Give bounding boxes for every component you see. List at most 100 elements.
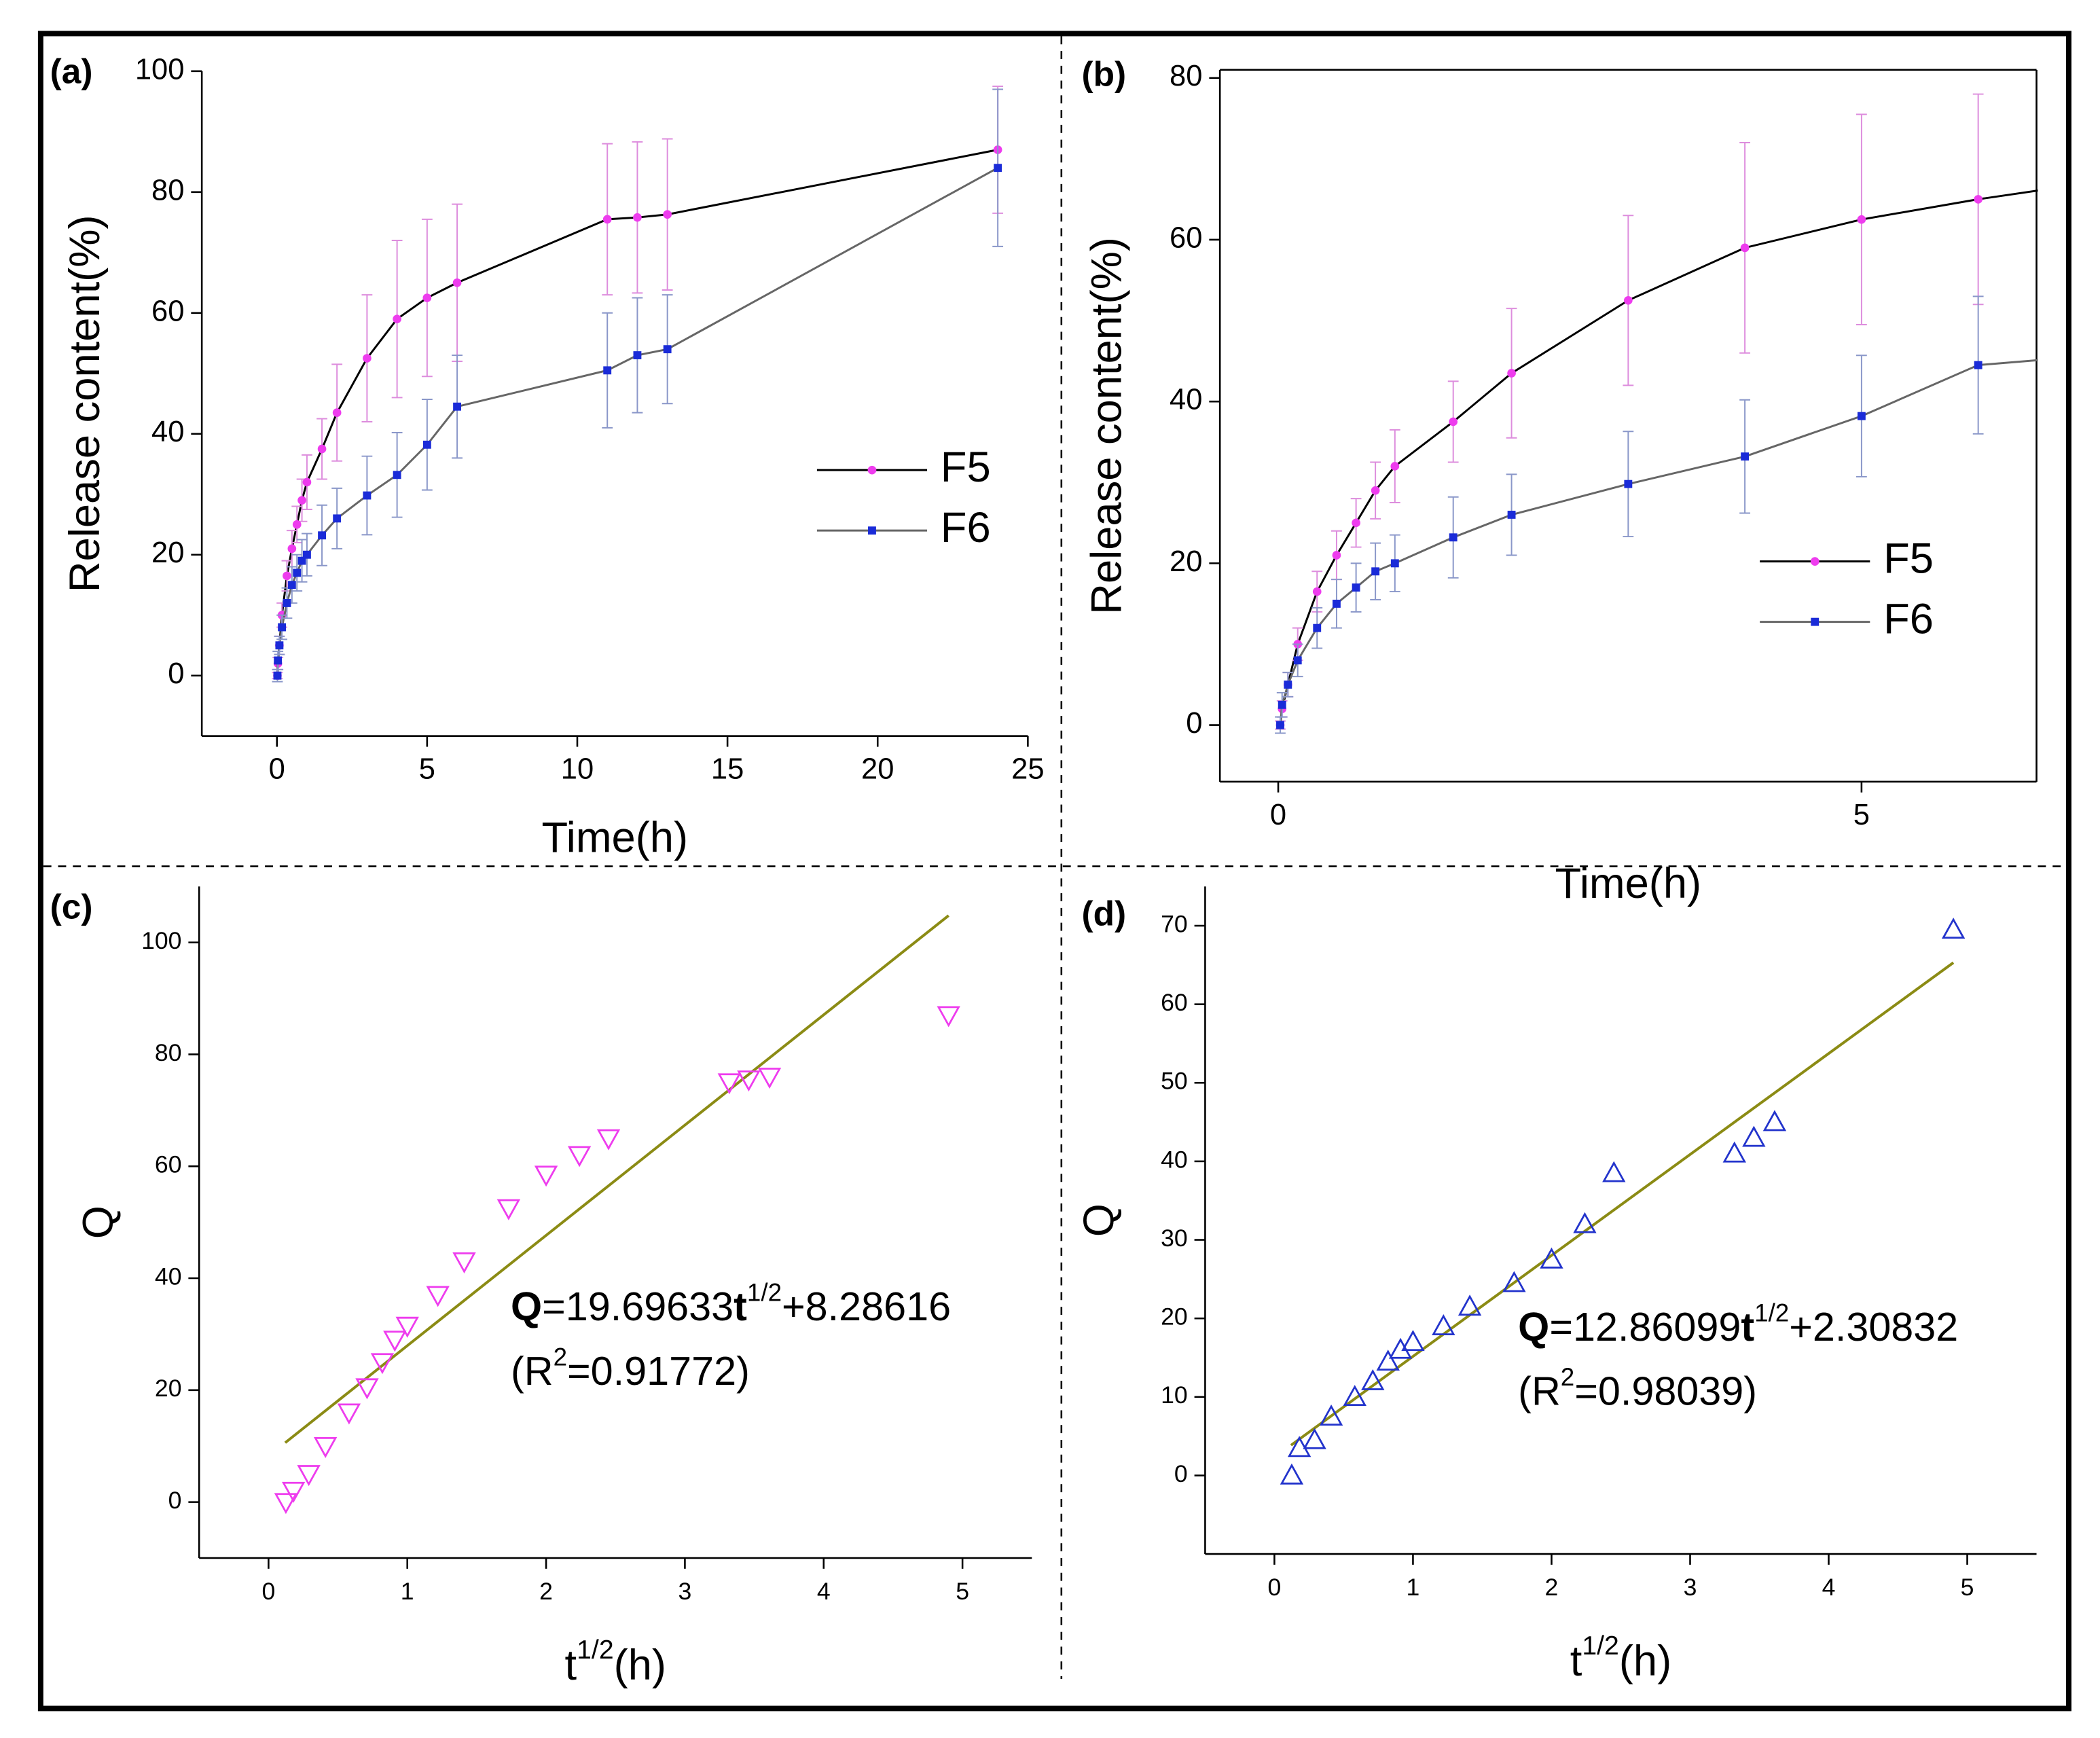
marker [737, 1070, 761, 1092]
equation: Q=19.69633t1/2+8.28616 [511, 1278, 951, 1328]
y-axis-title: Release content(%) [1083, 237, 1131, 615]
marker [1293, 656, 1302, 665]
marker [994, 164, 1002, 173]
marker [1624, 295, 1633, 305]
y-axis-title: Release content(%) [61, 215, 109, 592]
marker [1376, 1350, 1400, 1371]
text-part: =0.91772) [567, 1348, 750, 1394]
y-tick-label: 80 [1170, 60, 1202, 92]
x-axis-title: t1/2(h) [1570, 1631, 1671, 1685]
marker [602, 215, 612, 224]
y-tick-label: 20 [155, 1375, 182, 1402]
marker [370, 1353, 395, 1375]
y-tick-label: 70 [1161, 910, 1188, 937]
text-part: Q [1518, 1303, 1549, 1349]
marker [1352, 518, 1360, 528]
r-squared: (R2=0.98039) [1518, 1363, 1757, 1413]
marker [1280, 1463, 1304, 1485]
x-tick-label: 0 [1270, 799, 1286, 831]
marker [287, 544, 297, 554]
marker [1319, 1405, 1343, 1426]
marker [1624, 479, 1633, 488]
text-part: t [1570, 1637, 1582, 1685]
marker [1502, 1271, 1526, 1292]
marker [395, 1316, 419, 1338]
y-tick-label: 30 [1161, 1225, 1188, 1252]
marker [1857, 412, 1866, 420]
y-tick-label: 0 [1174, 1460, 1188, 1487]
marker [496, 1199, 521, 1220]
y-tick-label: 40 [155, 1263, 182, 1290]
x-tick-label: 0 [269, 753, 285, 786]
marker [1722, 1141, 1746, 1163]
text-part: t [734, 1284, 747, 1329]
marker [302, 477, 312, 487]
marker [1507, 510, 1516, 519]
plot-area [1280, 918, 1966, 1485]
marker [1762, 1110, 1787, 1131]
marker [567, 1146, 592, 1167]
text-part: =0.98039) [1574, 1368, 1757, 1413]
marker [534, 1165, 558, 1187]
marker [603, 366, 612, 375]
marker [1390, 462, 1400, 471]
marker [297, 556, 306, 565]
marker [663, 345, 672, 354]
y-tick-label: 40 [1161, 1146, 1188, 1173]
marker [1284, 681, 1292, 689]
marker [868, 526, 876, 535]
legend-label: F5 [941, 443, 991, 491]
y-tick-label: 60 [155, 1151, 182, 1178]
marker [1740, 243, 1750, 253]
text-part: t [565, 1642, 577, 1689]
x-tick-label: 20 [861, 753, 894, 786]
marker [293, 568, 302, 577]
x-axis-title: t1/2(h) [565, 1635, 666, 1688]
marker [297, 1465, 321, 1487]
plot-area [1275, 93, 2038, 734]
y-tick-label: 0 [1186, 707, 1202, 740]
x-tick-label: 5 [1961, 1574, 1974, 1601]
legend-label: F6 [1883, 595, 1934, 642]
y-tick-label: 40 [1170, 384, 1202, 416]
plot-area [272, 86, 1004, 683]
plot-area [274, 914, 960, 1515]
outer-border [37, 31, 2071, 1712]
marker [1343, 1385, 1366, 1407]
legend-label: F5 [1883, 535, 1934, 582]
x-tick-label: 0 [261, 1578, 275, 1605]
x-tick-label: 1 [401, 1578, 414, 1605]
y-tick-label: 20 [1170, 545, 1202, 578]
marker [1810, 557, 1820, 566]
marker [275, 641, 284, 650]
marker [1449, 533, 1458, 542]
marker [1941, 918, 1966, 939]
marker [274, 656, 283, 665]
x-tick-label: 0 [1268, 1574, 1282, 1601]
marker [1312, 587, 1322, 596]
y-tick-label: 40 [151, 416, 184, 448]
marker [1432, 1314, 1455, 1335]
marker [1857, 215, 1866, 224]
text-part: +8.28616 [782, 1284, 951, 1329]
panel-label: (c) [50, 886, 93, 926]
marker [283, 571, 291, 581]
marker [937, 1006, 960, 1028]
text-part: =19.69633 [542, 1284, 734, 1329]
marker [303, 550, 311, 559]
marker [283, 599, 291, 607]
marker [363, 491, 372, 500]
x-tick-label: 15 [711, 753, 744, 786]
text-part: t [1741, 1303, 1754, 1349]
x-tick-label: 5 [956, 1578, 969, 1605]
x-axis-title: Time(h) [1555, 860, 1702, 907]
marker [1332, 551, 1341, 560]
x-tick-label: 3 [678, 1578, 692, 1605]
y-tick-label: 20 [151, 537, 184, 569]
marker [1278, 700, 1286, 709]
marker [1390, 559, 1399, 568]
marker [383, 1330, 407, 1352]
marker [867, 465, 877, 475]
